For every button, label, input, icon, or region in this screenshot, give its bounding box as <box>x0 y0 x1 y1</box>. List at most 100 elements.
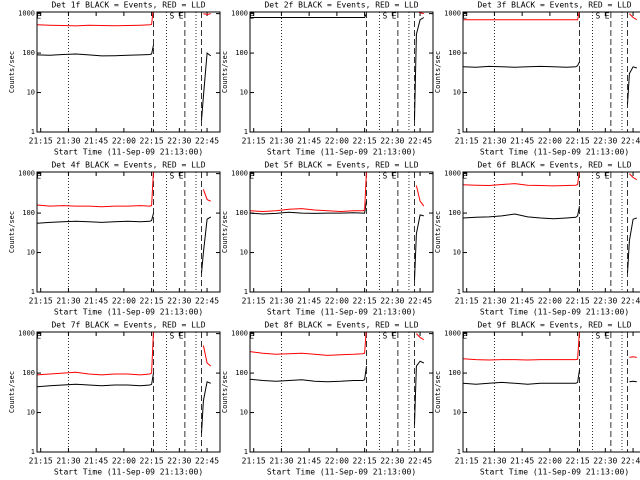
x-tick-label: 22:45 <box>195 297 219 306</box>
marker-label: E <box>36 332 41 341</box>
y-tick-label: 100 <box>22 49 35 57</box>
x-tick-label: 21:45 <box>297 137 321 146</box>
x-axis-label: Start Time (11-Sep-09 21:13:00) <box>267 308 416 317</box>
x-tick-label: 22:30 <box>167 457 191 466</box>
series-line <box>37 373 211 434</box>
series-line <box>463 332 637 361</box>
x-tick-label: 22:00 <box>325 137 349 146</box>
x-tick-label: 22:15 <box>140 137 164 146</box>
x-axis-label: Start Time (11-Sep-09 21:13:00) <box>480 308 629 317</box>
x-tick-label: 21:45 <box>510 297 534 306</box>
marker-label: E <box>605 12 610 21</box>
x-tick-label: 22:00 <box>112 137 136 146</box>
y-tick-label: 1 <box>244 448 248 456</box>
y-tick-label: 100 <box>235 49 248 57</box>
y-axis-label: Counts/sec <box>221 51 229 93</box>
x-tick-label: 21:30 <box>269 457 293 466</box>
x-tick-label: 22:15 <box>566 457 590 466</box>
marker-label: S <box>383 332 388 341</box>
x-tick-label: 22:30 <box>380 137 404 146</box>
plot-frame <box>36 11 221 133</box>
x-tick-label: 21:15 <box>242 137 266 146</box>
y-tick-label: 10 <box>27 89 35 97</box>
x-tick-label: 22:15 <box>140 297 164 306</box>
y-tick-label: 1000 <box>231 10 248 18</box>
plot-frame <box>36 171 221 293</box>
marker-label: E <box>392 12 397 21</box>
series-line <box>250 360 425 425</box>
series-line <box>463 12 638 21</box>
y-axis-label: Counts/sec <box>434 371 442 413</box>
x-tick-label: 21:15 <box>29 137 53 146</box>
y-tick-label: 10 <box>453 89 461 97</box>
x-tick-label: 22:45 <box>621 137 640 146</box>
x-tick-label: 22:30 <box>593 457 617 466</box>
x-tick-label: 21:15 <box>29 457 53 466</box>
x-tick-label: 22:00 <box>538 137 562 146</box>
panel: Det 5f BLACK = Events, RED = LLD Counts/s… <box>221 161 434 317</box>
marker-label: S <box>596 332 601 341</box>
x-axis-label: Start Time (11-Sep-09 21:13:00) <box>54 308 203 317</box>
marker-label: E <box>462 12 467 21</box>
x-tick-label: 21:45 <box>84 297 108 306</box>
x-tick-label: 22:30 <box>167 297 191 306</box>
marker-label: S <box>596 172 601 181</box>
series-line <box>250 13 425 121</box>
x-tick-label: 22:30 <box>593 137 617 146</box>
x-tick-label: 21:30 <box>56 137 80 146</box>
series-line <box>37 44 212 121</box>
x-tick-label: 22:15 <box>140 457 164 466</box>
series-line <box>37 332 212 376</box>
x-tick-label: 21:30 <box>56 457 80 466</box>
x-axis-label: Start Time (11-Sep-09 21:13:00) <box>480 148 629 157</box>
marker-label: E <box>249 172 254 181</box>
x-tick-label: 21:30 <box>56 297 80 306</box>
x-tick-label: 22:00 <box>112 457 136 466</box>
x-tick-label: 22:30 <box>167 137 191 146</box>
x-tick-label: 21:15 <box>242 297 266 306</box>
panel: Det 1f BLACK = Events, RED = LLD Counts/s… <box>8 1 221 157</box>
x-axis-label: Start Time (11-Sep-09 21:13:00) <box>54 148 203 157</box>
y-tick-label: 10 <box>240 409 248 417</box>
panel: Det 8f BLACK = Events, RED = LLD Counts/s… <box>221 321 434 477</box>
x-tick-label: 21:15 <box>455 297 479 306</box>
y-axis-label: Counts/sec <box>434 51 442 93</box>
y-tick-label: 100 <box>448 49 461 57</box>
x-axis-label: Start Time (11-Sep-09 21:13:00) <box>267 148 416 157</box>
marker-label: S <box>170 172 175 181</box>
series-line <box>463 369 637 385</box>
y-tick-label: 1 <box>31 288 35 296</box>
plot-frame <box>462 11 640 133</box>
marker-label: E <box>179 12 184 21</box>
panel-title: Det 9f BLACK = Events, RED = LLD <box>477 321 631 330</box>
x-tick-label: 22:15 <box>353 137 377 146</box>
x-tick-label: 21:15 <box>455 457 479 466</box>
x-tick-label: 22:45 <box>408 137 432 146</box>
marker-label: S <box>170 332 175 341</box>
x-axis-label: Start Time (11-Sep-09 21:13:00) <box>54 468 203 477</box>
marker-label: S <box>383 172 388 181</box>
y-tick-label: 1 <box>31 448 35 456</box>
x-tick-label: 22:45 <box>195 457 219 466</box>
y-tick-label: 100 <box>448 369 461 377</box>
y-axis-label: Counts/sec <box>221 371 229 413</box>
y-axis-label: Counts/sec <box>221 211 229 253</box>
y-tick-label: 1000 <box>231 170 248 178</box>
y-tick-label: 1000 <box>18 10 35 18</box>
x-tick-label: 22:00 <box>112 297 136 306</box>
y-tick-label: 10 <box>453 409 461 417</box>
marker-label: E <box>462 332 467 341</box>
y-tick-label: 100 <box>235 369 248 377</box>
panel-title: Det 5f BLACK = Events, RED = LLD <box>264 161 418 170</box>
x-tick-label: 22:45 <box>621 297 640 306</box>
y-tick-label: 1000 <box>18 330 35 338</box>
panel: Det 2f BLACK = Events, RED = LLD Counts/s… <box>221 1 434 157</box>
x-tick-label: 21:45 <box>510 457 534 466</box>
x-tick-label: 22:15 <box>566 137 590 146</box>
x-tick-label: 22:15 <box>353 457 377 466</box>
marker-label: E <box>249 12 254 21</box>
panel-title: Det 7f BLACK = Events, RED = LLD <box>51 321 205 330</box>
x-tick-label: 22:30 <box>593 297 617 306</box>
y-tick-label: 1 <box>457 288 461 296</box>
